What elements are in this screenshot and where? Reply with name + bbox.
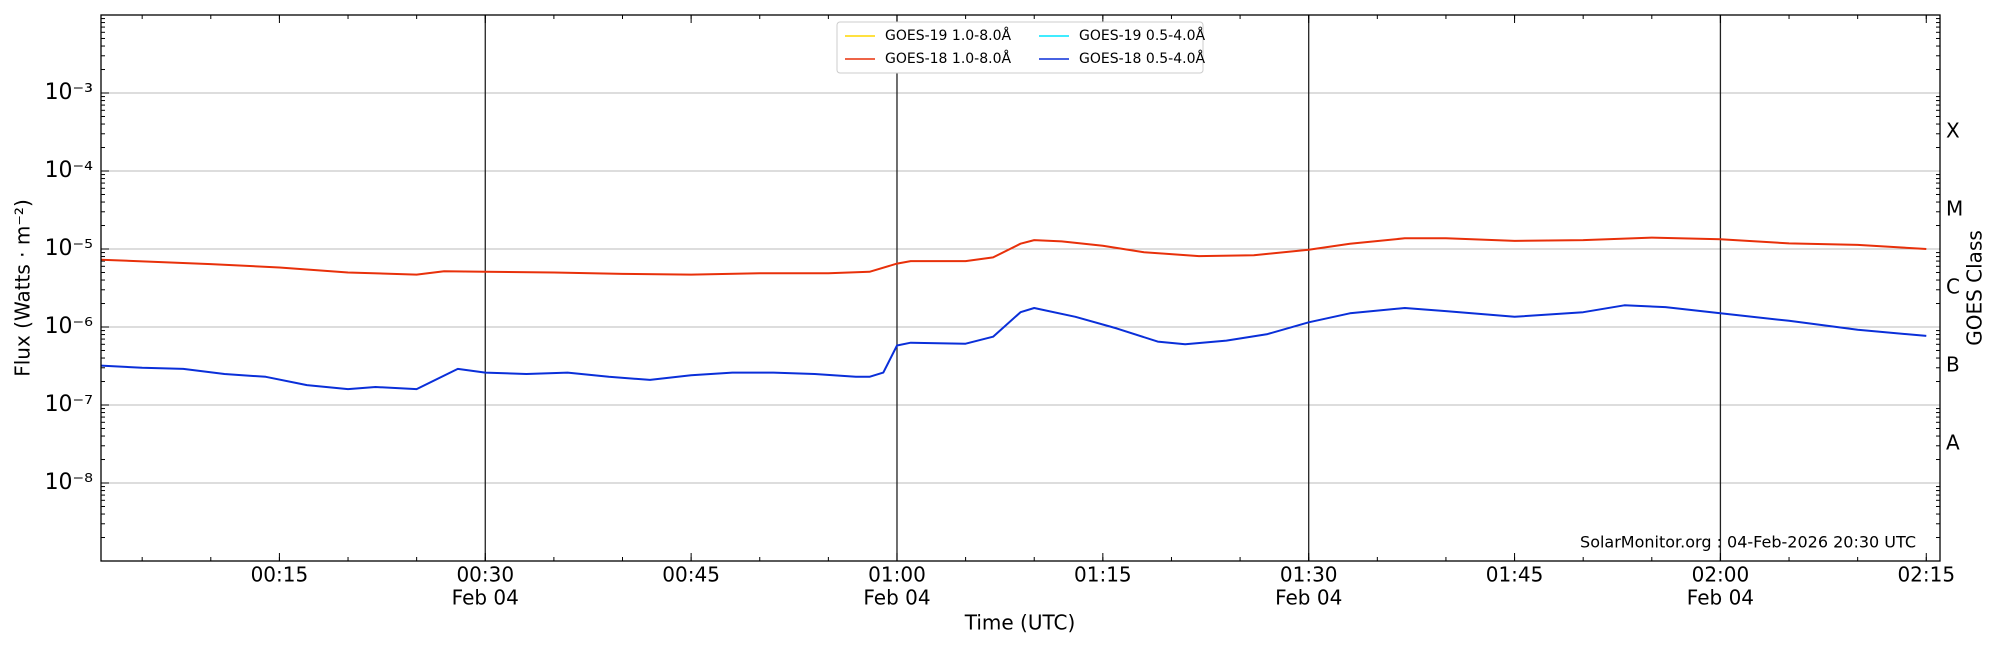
series-line (100, 236, 1927, 276)
goes-class-label: C (1946, 275, 1960, 299)
legend: GOES-19 1.0-8.0Å GOES-19 0.5-4.0Å GOES-18 … (836, 21, 1205, 74)
y-tick-label: 10⁻⁵ (45, 236, 93, 261)
x-tick-label: 02:00 (1692, 563, 1750, 587)
y-tick-label: 10⁻⁶ (45, 314, 94, 339)
x-tick-date: Feb 04 (863, 586, 930, 610)
goes-class-label: M (1946, 197, 1963, 221)
goes-class-label: A (1946, 431, 1960, 455)
x-tick-date: Feb 04 (1275, 586, 1342, 610)
y-tick-label: 10⁻³ (45, 80, 93, 105)
y2-axis-label: GOES Class (1963, 230, 1987, 346)
x-tick-date: Feb 04 (1687, 586, 1754, 610)
y-tick-label: 10⁻⁷ (45, 392, 93, 417)
legend-label: GOES-18 1.0-8.0Å (885, 50, 1011, 67)
y-tick-label: 10⁻⁸ (45, 470, 94, 495)
legend-label: GOES-19 0.5-4.0Å (1079, 27, 1205, 44)
x-axis-label: Time (UTC) (964, 611, 1076, 635)
plot-frame (100, 14, 1941, 562)
y-axis-label: Flux (Watts · m⁻²) (11, 199, 35, 377)
legend-label: GOES-19 1.0-8.0Å (885, 27, 1011, 44)
goes-class-label: X (1946, 119, 1960, 143)
legend-box (836, 21, 1204, 74)
x-tick-label: 02:15 (1897, 563, 1955, 587)
x-tick-label: 01:45 (1486, 563, 1544, 587)
y-tick-label: 10⁻⁴ (45, 158, 94, 183)
x-tick-label: 01:30 (1280, 563, 1338, 587)
annotation: SolarMonitor.org : 04-Feb-2026 20:30 UTC (1580, 533, 1916, 552)
x-tick-label: 01:15 (1074, 563, 1132, 587)
series-line (100, 304, 1927, 391)
legend-label: GOES-18 0.5-4.0Å (1079, 50, 1205, 67)
goes-class-label: B (1946, 353, 1960, 377)
x-tick-label: 00:15 (251, 563, 309, 587)
x-tick-label: 01:00 (868, 563, 926, 587)
x-tick-label: 00:45 (662, 563, 720, 587)
x-tick-label: 00:30 (456, 563, 514, 587)
x-tick-date: Feb 04 (452, 586, 519, 610)
